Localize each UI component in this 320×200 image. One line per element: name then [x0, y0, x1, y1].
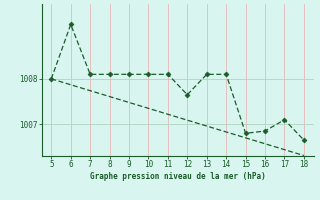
X-axis label: Graphe pression niveau de la mer (hPa): Graphe pression niveau de la mer (hPa) [90, 172, 266, 181]
